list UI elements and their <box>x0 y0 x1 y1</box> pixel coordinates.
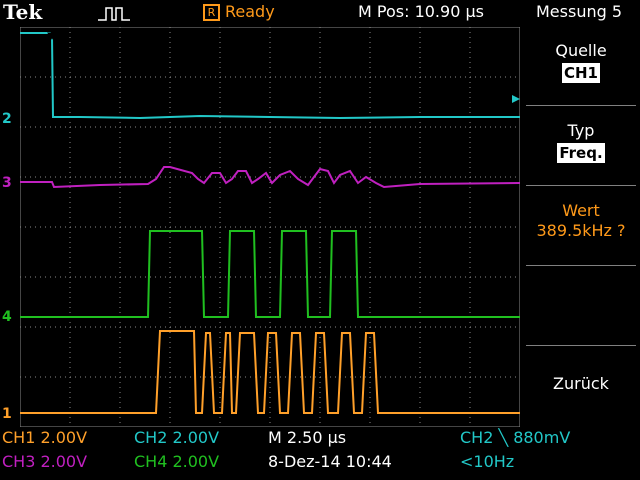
ch1-waveform <box>20 330 520 414</box>
value-menu-item: Wert 389.5kHz ? <box>522 201 640 241</box>
header-bar: Tek R Ready M Pos: 10.90 µs Messung 5 <box>0 0 640 26</box>
ch3-marker: 3 <box>2 175 12 191</box>
pulse-trigger-icon <box>98 6 130 22</box>
type-menu-item[interactable]: Typ Freq. <box>522 121 640 163</box>
value-reading: 389.5kHz ? <box>536 221 626 240</box>
waveform-display: + <box>19 26 521 428</box>
back-label: Zurück <box>553 374 609 393</box>
status-bar: CH1 2.00V CH2 2.00V M 2.50 µs CH2 ╲ 880m… <box>0 427 640 480</box>
value-label: Wert <box>562 201 600 220</box>
brand-logo: Tek <box>3 0 43 24</box>
ch2-marker: 2 <box>2 111 12 127</box>
source-label: Quelle <box>555 41 607 60</box>
ch4-waveform <box>20 230 520 318</box>
trigger-setting: CH2 ╲ 880mV <box>460 428 571 447</box>
menu-divider <box>526 185 636 186</box>
ch3-scale: CH3 2.00V <box>2 452 88 471</box>
type-label: Typ <box>567 121 595 140</box>
trigger-frequency: <10Hz <box>460 452 515 471</box>
menu-divider <box>526 345 636 346</box>
source-menu-item[interactable]: Quelle CH1 <box>522 41 640 83</box>
menu-divider <box>526 265 636 266</box>
ch4-marker: 4 <box>2 309 12 325</box>
ch2-scale: CH2 2.00V <box>134 428 220 447</box>
menu-title: Messung 5 <box>536 2 623 21</box>
ch1-scale: CH1 2.00V <box>2 428 88 447</box>
trigger-position-icon <box>47 32 57 40</box>
side-menu: Quelle CH1 Typ Freq. Wert 389.5kHz ? Zur… <box>522 27 640 427</box>
ch4-scale: CH4 2.00V <box>134 452 220 471</box>
timebase: M 2.50 µs <box>268 428 347 447</box>
horizontal-position: M Pos: 10.90 µs <box>358 2 484 21</box>
trigger-level-icon <box>512 95 520 103</box>
grid-lines <box>20 27 520 427</box>
date-time: 8-Dez-14 10:44 <box>268 452 392 471</box>
ch3-waveform <box>20 166 521 189</box>
ch1-marker: 1 <box>2 406 12 422</box>
type-value: Freq. <box>557 143 605 163</box>
menu-divider <box>526 105 636 106</box>
ready-icon: R <box>203 4 220 21</box>
trigger-position-marker: + <box>48 27 60 43</box>
source-value: CH1 <box>562 63 600 83</box>
back-button[interactable]: Zurück <box>522 374 640 394</box>
acquisition-state: Ready <box>225 2 275 21</box>
graticule: + <box>19 26 521 428</box>
ch2-waveform <box>20 32 520 120</box>
